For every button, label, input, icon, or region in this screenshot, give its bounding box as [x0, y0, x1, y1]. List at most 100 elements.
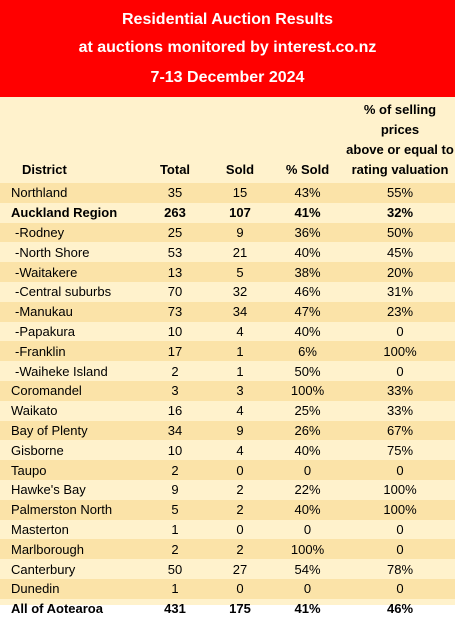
table-row: Gisborne 10 4 40% 75%: [0, 440, 455, 460]
sold-cell: 2: [236, 482, 244, 498]
sold-cell: 0: [210, 460, 270, 480]
pct-sold-cell: 6%: [270, 341, 345, 362]
total-cell: 2: [171, 363, 179, 379]
sold-cell: 32: [232, 284, 248, 300]
total-cell: 3: [140, 380, 210, 401]
sold-cell: 34: [210, 301, 270, 322]
district-cell: Marlborough: [0, 539, 140, 560]
total-cell: 35: [140, 183, 210, 203]
sold-cell: 0: [210, 578, 270, 599]
pct-sold-cell: 26%: [270, 420, 345, 441]
table-row: Palmerston North 5 2 40% 100%: [0, 499, 455, 520]
pct-sold-cell: 40%: [270, 499, 345, 520]
table-row: Waikato 16 4 25% 33%: [0, 401, 455, 421]
table-row: Marlborough 2 2 100% 0: [0, 539, 455, 560]
sold-cell: 5: [210, 262, 270, 282]
above-valuation-cell: 100%: [383, 482, 417, 498]
above-valuation-cell: 0: [345, 578, 455, 599]
pct-sold-cell: 41%: [294, 205, 321, 221]
table-row-total: All of Aotearoa 431 175 41% 46%: [0, 599, 455, 619]
table-row: -Franklin 17 1 6% 100%: [0, 341, 455, 362]
total-cell: 431: [164, 601, 186, 617]
district-cell: -Manukau: [0, 301, 140, 322]
pct-sold-cell: 50%: [294, 363, 321, 379]
sold-cell: 175: [229, 601, 251, 617]
district-cell: Canterbury: [11, 561, 76, 577]
total-cell: 17: [140, 341, 210, 362]
pct-sold-cell: 0: [270, 578, 345, 599]
table-row: Canterbury 50 27 54% 78%: [0, 559, 455, 579]
title-line-2: at auctions monitored by interest.co.nz: [78, 39, 377, 56]
above-valuation-cell: 20%: [345, 262, 455, 282]
district-cell: -Franklin: [0, 341, 140, 362]
pct-sold-cell: 100%: [270, 380, 345, 401]
date-range: 7-13 December 2024: [150, 69, 305, 86]
above-valuation-cell: 75%: [386, 442, 414, 458]
district-cell: -Central suburbs: [15, 284, 112, 300]
total-cell: 50: [167, 561, 183, 577]
above-valuation-cell: 55%: [345, 183, 455, 203]
pct-sold-cell: 54%: [294, 561, 321, 577]
table-row: Northland 35 15 43% 55%: [0, 183, 455, 203]
district-cell: Dunedin: [0, 578, 140, 599]
table-header-row: District Total Sold % Sold % of selling …: [0, 100, 455, 183]
sold-cell: 0: [236, 521, 244, 537]
total-cell: 263: [164, 205, 186, 221]
table-row: -Rodney 25 9 36% 50%: [0, 222, 455, 243]
pct-sold-cell: 41%: [294, 601, 321, 617]
column-header-above-valuation-line-2: above or equal to: [346, 142, 454, 157]
total-cell: 10: [167, 442, 183, 458]
above-valuation-cell: 0: [396, 521, 404, 537]
above-valuation-cell: 0: [345, 539, 455, 560]
column-header-pct-sold: % Sold: [285, 162, 330, 177]
total-cell: 16: [167, 403, 183, 419]
pct-sold-cell: 22%: [294, 482, 321, 498]
sold-cell: 3: [210, 380, 270, 401]
district-cell: Taupo: [0, 460, 140, 480]
above-valuation-cell: 78%: [386, 561, 414, 577]
table-row: Auckland Region 263 107 41% 32%: [0, 203, 455, 223]
total-cell: 2: [140, 539, 210, 560]
table-row: Dunedin 1 0 0 0: [0, 578, 455, 599]
pct-sold-cell: 0: [270, 460, 345, 480]
above-valuation-cell: 100%: [345, 499, 455, 520]
total-cell: 34: [140, 420, 210, 441]
district-cell: Hawke's Bay: [11, 482, 86, 498]
sold-cell: 27: [232, 561, 248, 577]
above-valuation-cell: 46%: [386, 601, 414, 617]
above-valuation-cell: 33%: [345, 380, 455, 401]
district-cell: All of Aotearoa: [11, 601, 103, 617]
table-row: -Waitakere 13 5 38% 20%: [0, 262, 455, 282]
sold-cell: 2: [210, 499, 270, 520]
total-cell: 25: [140, 222, 210, 243]
total-cell: 9: [171, 482, 179, 498]
table-row: Masterton 1 0 0 0: [0, 520, 455, 540]
sold-cell: 9: [210, 222, 270, 243]
title-banner: Residential Auction Results at auctions …: [0, 0, 455, 97]
district-cell: -Waiheke Island: [15, 363, 108, 379]
above-valuation-cell: 32%: [386, 205, 414, 221]
pct-sold-cell: 40%: [294, 442, 321, 458]
table-row: -Waiheke Island 2 1 50% 0: [0, 361, 455, 381]
district-cell: -North Shore: [15, 244, 90, 260]
pct-sold-cell: 47%: [270, 301, 345, 322]
district-cell: Palmerston North: [0, 499, 140, 520]
district-cell: Auckland Region: [11, 205, 118, 221]
table-row: -Manukau 73 34 47% 23%: [0, 301, 455, 322]
pct-sold-cell: 43%: [270, 183, 345, 203]
title-line-1: Residential Auction Results: [122, 11, 333, 28]
sold-cell: 4: [236, 323, 244, 339]
above-valuation-cell: 0: [345, 460, 455, 480]
above-valuation-cell: 33%: [386, 403, 414, 419]
district-cell: -Rodney: [0, 222, 140, 243]
sold-cell: 21: [232, 244, 248, 260]
column-header-above-valuation-line-1: % of selling prices: [363, 102, 437, 137]
above-valuation-cell: 0: [396, 323, 404, 339]
district-cell: Waikato: [11, 403, 58, 419]
total-cell: 13: [140, 262, 210, 282]
total-cell: 1: [140, 578, 210, 599]
above-valuation-cell: 23%: [345, 301, 455, 322]
sold-cell: 1: [236, 363, 244, 379]
total-cell: 70: [167, 284, 183, 300]
